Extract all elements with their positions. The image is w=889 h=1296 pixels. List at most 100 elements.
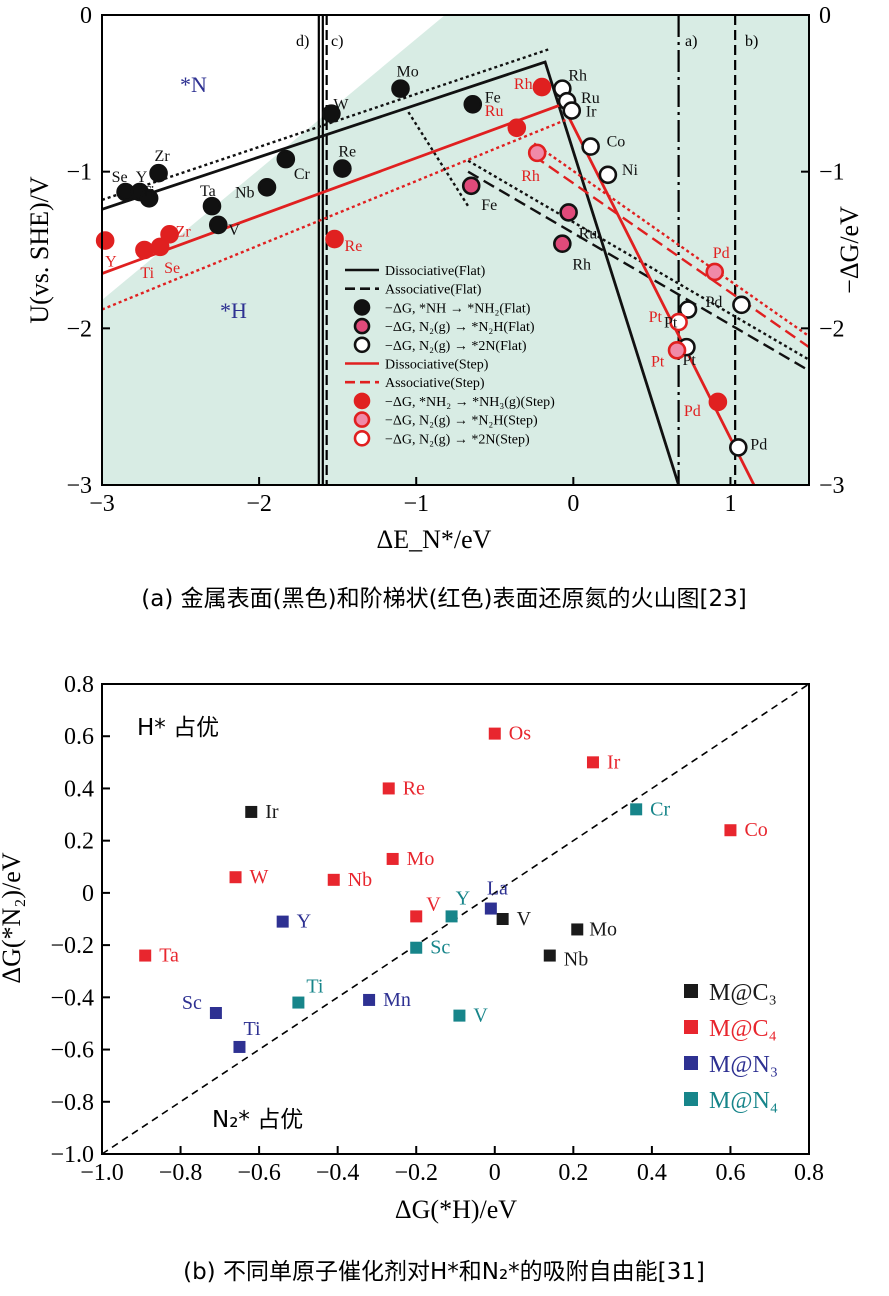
vline-label-c: c) — [331, 33, 343, 50]
x-tick-label: −1 — [403, 491, 429, 517]
marker-v — [410, 910, 423, 923]
marker-fe — [463, 95, 483, 114]
scaling-line-8 — [533, 142, 809, 338]
y-tick-label-b: −0.2 — [50, 933, 94, 959]
y-tick-label-b: −0.8 — [50, 1090, 94, 1116]
x-tick-label-b: 0 — [489, 1160, 501, 1186]
legend-entry-4: −ΔG, N₂(g) → *2N(Flat) — [385, 339, 527, 354]
label-nb: Nb — [348, 869, 372, 891]
marker-nb — [543, 949, 556, 962]
x-tick-label-b: 0.6 — [715, 1160, 745, 1186]
legend-entry-8: −ΔG, N₂(g) → *N₂H(Step) — [385, 414, 538, 429]
label-ni: Ni — [622, 162, 639, 179]
legend-entry-b-0: M@C₃ — [709, 980, 777, 1006]
scaling-line-1 — [102, 48, 549, 202]
label-la: La — [487, 878, 508, 900]
legend-entry-0: Dissociative(Flat) — [385, 264, 486, 279]
label-ti: Ti — [141, 183, 155, 200]
y-tick-label-right: −1 — [819, 160, 845, 186]
y-axis-label-right: −ΔG/eV — [835, 206, 864, 294]
marker-w — [229, 871, 242, 884]
label-v: V — [473, 1005, 488, 1027]
y-tick-label-b: 0 — [82, 881, 94, 907]
label-pd: Pd — [684, 403, 701, 420]
marker-pt — [678, 300, 698, 319]
label-mn: Mn — [383, 989, 411, 1011]
legend-marker-swatch — [353, 317, 371, 335]
label-co: Co — [744, 819, 767, 841]
label-rh: Rh — [521, 168, 540, 185]
legend-swatch-b — [684, 1056, 698, 1070]
legend-entry-b-2: M@N₃ — [709, 1052, 778, 1078]
y-axis-label-b: ΔG(*N₂)/eV — [0, 852, 26, 983]
n-coverage-shaded-region — [102, 15, 809, 485]
point-labels: Se YTiZrTaVNbCrWReMoFeFeRuRhRhRuIrCoNiPdP… — [105, 64, 767, 454]
legend-entry-b-1: M@C₄ — [709, 1016, 777, 1042]
label-pt: Pt — [651, 353, 665, 370]
x-tick-label-b: −0.2 — [394, 1160, 438, 1186]
legend-entry-2: −ΔG, *NH → *NH₂(Flat) — [385, 301, 531, 316]
label-w: W — [250, 866, 269, 888]
y-tick-label-left: −2 — [66, 316, 92, 342]
label-se: Se — [164, 260, 180, 277]
marker-pt — [669, 312, 688, 332]
x-tick-label-b: 0.8 — [794, 1160, 824, 1186]
marker-mo — [571, 923, 584, 936]
marker-v — [208, 215, 228, 235]
y-tick-label-left: −3 — [66, 473, 92, 499]
label-pd: Pd — [750, 436, 767, 453]
label-nb: Nb — [235, 184, 255, 201]
label-w: W — [333, 97, 349, 114]
marker-mo — [386, 852, 399, 865]
marker-ir — [562, 101, 582, 120]
panel-b-adsorption-scatter: −1.0 −0.8 −0.6 −0.4 −0.2 0 0.2 0.4 0.6 0.8 0.8 0.6 0… — [0, 672, 824, 1285]
y-tick-label-b: 0.4 — [64, 776, 94, 802]
marker-la — [484, 902, 497, 915]
marker-os — [488, 727, 501, 740]
label-ir: Ir — [586, 104, 597, 121]
marker-cr — [630, 803, 643, 816]
label-v: V — [517, 908, 532, 930]
x-tick-label-b: 0.2 — [558, 1160, 588, 1186]
caption-b: (b) 不同单原子催化剂对H*和N₂*的吸附自由能[31] — [183, 1259, 705, 1285]
marker-rh — [527, 143, 547, 163]
x-tick-label: −3 — [89, 491, 115, 517]
label-cr: Cr — [650, 798, 670, 820]
vertical-limit-lines — [317, 15, 737, 485]
axis-ticks: −3 −2 −1 0 10 0−1 −1−2 −2−3 −3 — [66, 3, 844, 517]
label-re: Re — [403, 777, 425, 799]
label-ti: Ti — [140, 265, 154, 282]
label-mo: Mo — [397, 64, 419, 81]
legend-entry-1: Associative(Flat) — [385, 283, 482, 298]
y-tick-label-right: −3 — [819, 473, 845, 499]
scaling-line-0 — [102, 60, 680, 485]
legend-marker-swatch — [353, 429, 371, 447]
marker-sc — [410, 941, 423, 954]
y-tick-label-left: −1 — [66, 160, 92, 186]
marker-ni — [598, 165, 618, 185]
y-tick-label-b: −0.6 — [50, 1038, 94, 1064]
y-tick-label-b: −1.0 — [50, 1142, 94, 1168]
label-sc: Sc — [182, 992, 202, 1014]
label-y: Y — [456, 887, 470, 909]
vline-label-d: d) — [296, 33, 309, 50]
label-ti: Ti — [243, 1018, 261, 1040]
label-v: V — [228, 222, 240, 239]
x-tick-label-b: −0.4 — [316, 1160, 360, 1186]
legend-marker-swatch — [353, 336, 371, 354]
x-tick-label-b: 0.4 — [637, 1160, 667, 1186]
y-tick-label-left: 0 — [80, 3, 92, 29]
legend-marker-swatch — [353, 299, 371, 316]
y-tick-label-b: −0.4 — [50, 985, 94, 1011]
marker-nb — [327, 873, 340, 886]
label-y: Y — [297, 911, 311, 933]
y-tick-label-b: 0.6 — [64, 724, 94, 750]
x-axis-label-a: ΔE_N*/eV — [377, 525, 492, 554]
y-tick-label-b: 0.2 — [64, 829, 94, 855]
plot-b-frame — [101, 683, 810, 1155]
label-fe: Fe — [481, 197, 497, 214]
legend-marker-swatch — [353, 411, 371, 428]
x-tick-label-b: −1.0 — [80, 1160, 124, 1186]
